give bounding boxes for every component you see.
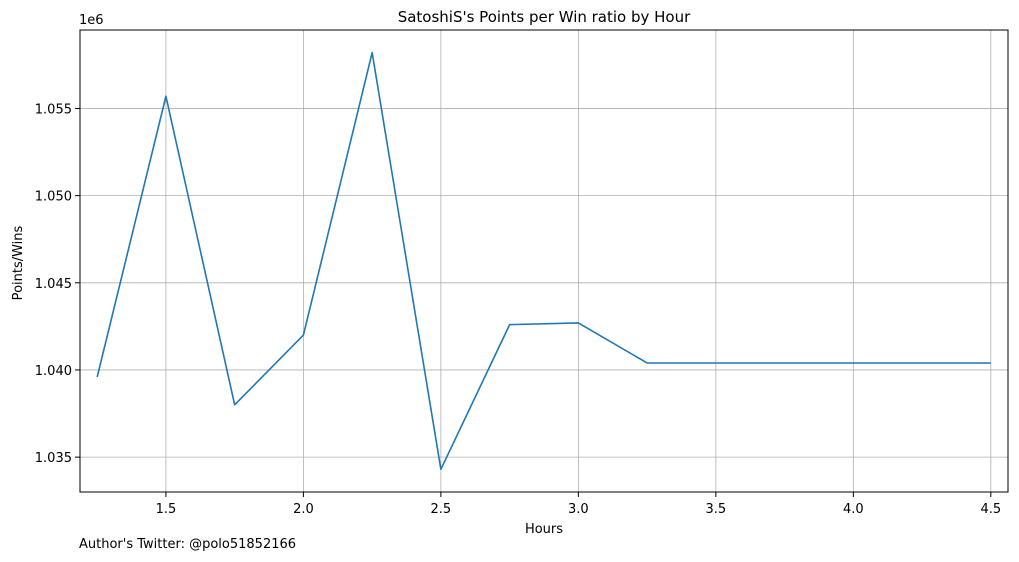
y-axis: 1.035 1.040 1.045 1.050 1.055 xyxy=(35,102,80,466)
x-axis: 1.5 2.0 2.5 3.0 3.5 4.0 4.5 xyxy=(156,492,1001,517)
x-tick-label: 1.5 xyxy=(156,502,177,517)
x-axis-label: Hours xyxy=(525,522,563,537)
series-layer xyxy=(96,51,991,471)
plot-frame xyxy=(79,29,1009,493)
author-credit: Author's Twitter: @polo51852166 xyxy=(79,537,297,552)
y-axis-offset-label: 1e6 xyxy=(79,13,104,28)
x-tick-label: 4.0 xyxy=(843,502,864,517)
y-tick-label: 1.055 xyxy=(35,102,72,117)
chart-title: SatoshiS's Points per Win ratio by Hour xyxy=(398,8,691,26)
x-tick-label: 3.0 xyxy=(568,502,589,517)
y-tick-label: 1.045 xyxy=(35,277,72,292)
y-tick-label: 1.035 xyxy=(35,451,72,466)
x-tick-label: 4.5 xyxy=(980,502,1001,517)
x-tick-label: 2.5 xyxy=(431,502,452,517)
y-axis-label: Points/Wins xyxy=(11,225,26,300)
y-tick-label: 1.040 xyxy=(35,364,72,379)
y-tick-label: 1.050 xyxy=(35,190,72,205)
series-line xyxy=(96,51,991,471)
x-tick-label: 2.0 xyxy=(293,502,314,517)
grid xyxy=(80,30,1008,492)
x-tick-label: 3.5 xyxy=(706,502,727,517)
